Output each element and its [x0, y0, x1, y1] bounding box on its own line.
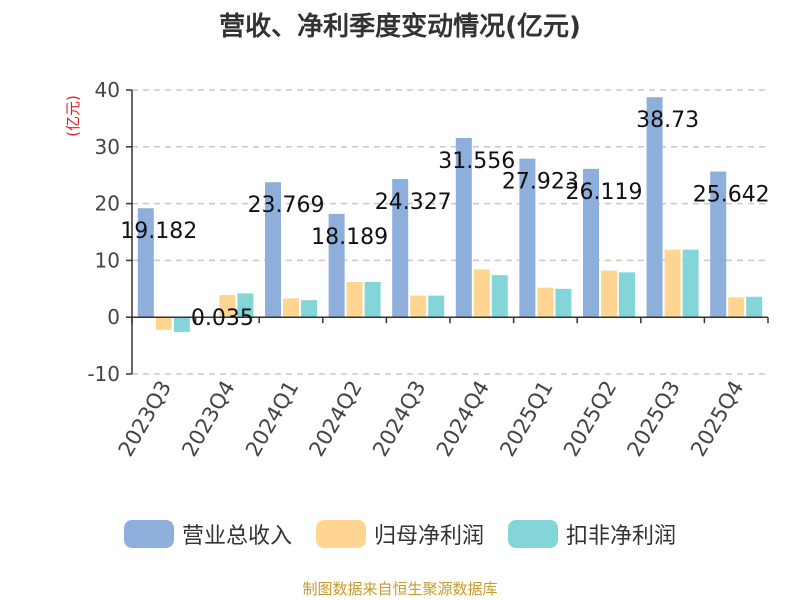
bar-2023Q4-1 — [219, 295, 236, 318]
bar-2023Q3-0 — [137, 208, 154, 318]
source-note: 制图数据来自恒生聚源数据库 — [302, 580, 498, 598]
bar-2024Q4-1 — [473, 269, 490, 318]
x-tick-label: 2023Q4 — [177, 377, 239, 461]
x-tick-label: 2025Q3 — [622, 377, 684, 461]
legend: 营业总收入 归母净利润 扣非净利润 — [0, 516, 800, 552]
bar-2025Q1-1 — [537, 287, 554, 318]
legend-swatch — [315, 520, 366, 548]
bars — [137, 97, 763, 332]
bar-2024Q2-0 — [328, 213, 345, 318]
y-tick-label: 10 — [95, 248, 120, 272]
bar-2025Q2-2 — [619, 272, 635, 318]
y-tick-label: 0 — [107, 305, 120, 329]
y-tick-label: 20 — [95, 192, 120, 216]
y-tick-label: 30 — [95, 135, 120, 159]
y-unit-label: (亿元) — [64, 95, 82, 137]
bar-2025Q2-1 — [601, 270, 617, 318]
bar-2024Q1-1 — [283, 298, 299, 318]
bar-2025Q2-0 — [583, 168, 599, 318]
bar-2024Q3-2 — [428, 295, 445, 318]
data-label: 26.119 — [566, 180, 643, 205]
bar-2024Q4-0 — [455, 137, 472, 318]
legend-swatch — [123, 520, 174, 548]
bar-2025Q3-0 — [646, 97, 663, 318]
data-label: 19.182 — [120, 219, 197, 244]
x-tick-label: 2024Q2 — [304, 377, 366, 461]
bar-2025Q4-1 — [728, 297, 745, 318]
legend-label: 营业总收入 — [181, 524, 292, 549]
bar-2023Q3-1 — [155, 317, 172, 330]
x-tick-label: 2024Q1 — [241, 377, 303, 461]
data-label: 38.73 — [636, 108, 699, 133]
data-label: 25.642 — [693, 183, 770, 208]
bar-2025Q4-0 — [710, 171, 727, 318]
bar-2024Q1-0 — [265, 182, 281, 318]
chart-title: 营收、净利季度变动情况(亿元) — [219, 12, 581, 42]
bar-2025Q1-2 — [555, 288, 572, 318]
y-tick-label: -10 — [87, 362, 120, 386]
data-labels: 19.182 0.035 23.769 18.189 24.327 31.55627.92… — [120, 108, 769, 331]
bar-2024Q3-0 — [392, 179, 409, 318]
bar-2025Q3-2 — [682, 249, 699, 318]
data-label: 31.556 — [438, 149, 515, 174]
bar-2025Q3-1 — [664, 249, 681, 318]
x-tick-label: 2024Q3 — [368, 377, 430, 461]
bar-2023Q4-2 — [237, 293, 254, 318]
data-label: 0.035 — [191, 306, 254, 331]
bar-2023Q3-2 — [173, 317, 190, 332]
bar-2024Q2-1 — [346, 281, 363, 318]
legend-label: 归母净利润 — [373, 524, 484, 549]
legend-label: 扣非净利润 — [566, 524, 677, 549]
x-tick-label: 2025Q2 — [559, 377, 621, 461]
y-tick-label: 40 — [95, 78, 120, 102]
legend-item[interactable]: 归母净利润 — [315, 518, 484, 550]
data-label: 23.769 — [248, 193, 325, 218]
x-tick-label: 2023Q3 — [114, 377, 176, 461]
data-label: 27.923 — [502, 170, 579, 195]
x-tick-label: 2025Q1 — [495, 377, 557, 461]
x-tick-label: 2025Q4 — [686, 377, 748, 461]
bar-2024Q1-2 — [301, 300, 317, 318]
data-label: 18.189 — [311, 225, 388, 250]
data-label: 24.327 — [375, 190, 452, 215]
bar-2024Q3-1 — [410, 295, 427, 318]
legend-item[interactable]: 营业总收入 — [123, 518, 292, 550]
bar-2024Q2-2 — [364, 281, 381, 318]
bar-2025Q1-0 — [519, 158, 536, 318]
bar-2025Q4-2 — [746, 296, 763, 318]
bar-2024Q4-2 — [491, 275, 508, 318]
legend-swatch — [508, 520, 558, 548]
legend-item[interactable]: 扣非净利润 — [508, 518, 676, 550]
x-tick-label: 2024Q4 — [432, 377, 494, 461]
